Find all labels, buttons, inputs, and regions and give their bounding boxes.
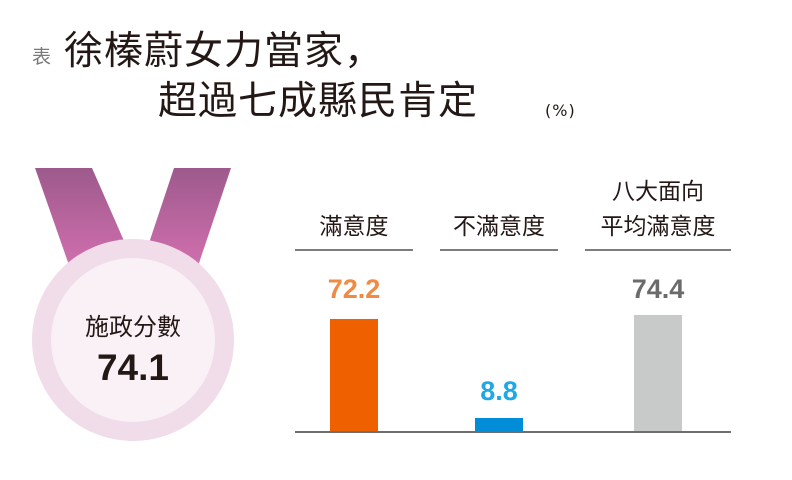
column-rule-average xyxy=(585,249,731,251)
chart-baseline xyxy=(295,431,731,433)
page-title-line2: 超過七成縣民肯定 xyxy=(158,79,479,124)
bar-dissatisfied xyxy=(475,418,523,432)
medal-icon xyxy=(32,168,234,441)
column-header-average-line2: 平均滿意度 xyxy=(600,214,716,240)
page-title-line1: 徐榛蔚女力當家， xyxy=(64,29,385,74)
medal-inner-disc xyxy=(51,258,215,422)
medal-label: 施政分數 xyxy=(85,313,181,341)
column-header-average-line1: 八大面向 xyxy=(612,179,704,205)
title-tag: 表 xyxy=(32,46,52,68)
medal-value: 74.1 xyxy=(96,347,169,388)
value-label-satisfied: 72.2 xyxy=(327,274,381,304)
bar-satisfied xyxy=(330,319,378,432)
value-label-dissatisfied: 8.8 xyxy=(480,376,518,406)
column-rule-dissatisfied xyxy=(440,249,558,251)
title-unit: (%) xyxy=(545,101,576,120)
column-header-dissatisfied: 不滿意度 xyxy=(453,214,545,240)
bar-average xyxy=(634,315,682,432)
medal-ribbon xyxy=(35,168,231,268)
column-header-satisfied: 滿意度 xyxy=(319,214,389,240)
column-rule-satisfied xyxy=(295,249,413,251)
value-label-average: 74.4 xyxy=(631,274,685,304)
